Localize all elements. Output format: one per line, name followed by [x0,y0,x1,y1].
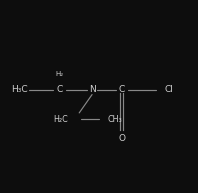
Text: CH₃: CH₃ [108,115,123,124]
Text: C: C [119,85,125,94]
Text: C: C [56,85,63,94]
Text: Cl: Cl [165,85,174,94]
Text: H₂C: H₂C [54,115,68,124]
Text: H₃C: H₃C [11,85,28,94]
Text: N: N [89,85,95,94]
Text: H₂: H₂ [55,71,64,77]
Text: O: O [118,135,125,143]
